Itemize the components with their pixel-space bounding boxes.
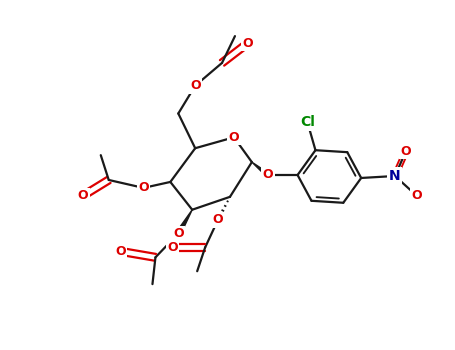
Text: O: O bbox=[411, 189, 422, 202]
Text: O: O bbox=[138, 181, 149, 194]
Text: O: O bbox=[243, 36, 253, 50]
Text: O: O bbox=[77, 189, 88, 202]
Text: O: O bbox=[190, 79, 201, 92]
Text: O: O bbox=[400, 145, 411, 158]
Text: O: O bbox=[173, 227, 184, 240]
Text: O: O bbox=[116, 245, 126, 258]
Text: N: N bbox=[389, 169, 401, 183]
Polygon shape bbox=[176, 210, 192, 235]
Text: O: O bbox=[167, 241, 177, 254]
Polygon shape bbox=[252, 162, 269, 176]
Text: O: O bbox=[213, 213, 223, 226]
Text: O: O bbox=[263, 168, 273, 182]
Text: Cl: Cl bbox=[300, 116, 315, 130]
Text: O: O bbox=[229, 131, 239, 144]
